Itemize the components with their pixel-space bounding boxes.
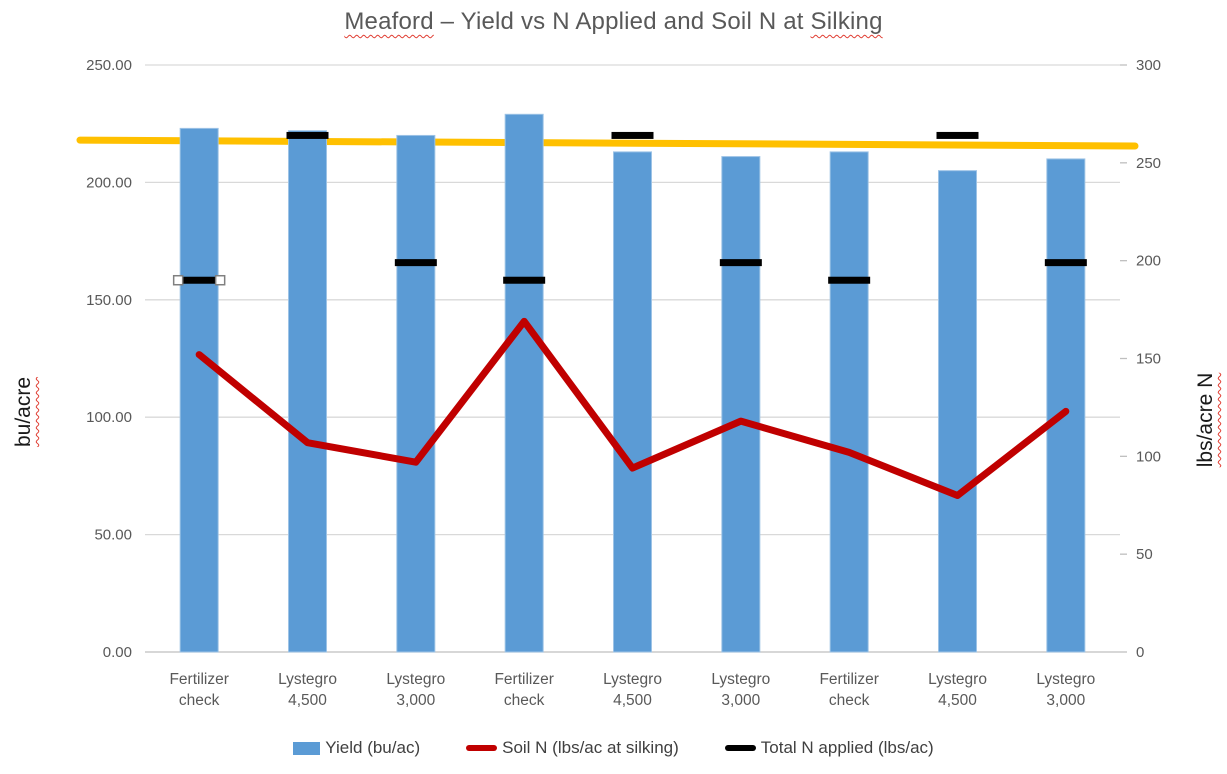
- total-n-applied-dash[interactable]: [178, 276, 221, 284]
- right-axis-tick-label: 150: [1136, 351, 1161, 368]
- left-axis-tick-label: 150.00: [86, 292, 132, 309]
- category-label: 3,000: [1046, 692, 1085, 709]
- left-axis-tick-label: 0.00: [103, 644, 132, 661]
- total-n-applied-dash[interactable]: [611, 131, 654, 139]
- category-label: check: [504, 692, 545, 709]
- chart-title: Meaford – Yield vs N Applied and Soil N …: [0, 8, 1227, 36]
- category-label: Lystegro: [928, 671, 987, 688]
- yield-bar[interactable]: [1046, 158, 1086, 653]
- right-axis-tick-label: 50: [1136, 546, 1153, 563]
- yield-bar[interactable]: [938, 170, 977, 653]
- category-label: check: [829, 692, 870, 709]
- right-axis-tick-label: 250: [1136, 155, 1161, 172]
- yield-bar[interactable]: [829, 151, 869, 653]
- category-label: 4,500: [288, 692, 327, 709]
- total-n-applied-dash[interactable]: [828, 276, 871, 284]
- total-n-applied-dash[interactable]: [719, 259, 762, 267]
- target-reference-line[interactable]: [76, 136, 1139, 150]
- left-axis-tick-label: 50.00: [94, 527, 132, 544]
- chart-legend: Yield (bu/ac) Soil N (lbs/ac at silking) T…: [0, 731, 1227, 765]
- category-label: Lystegro: [603, 671, 662, 688]
- yield-bar[interactable]: [179, 127, 219, 653]
- chart-title-word-meaford: Meaford: [344, 8, 434, 35]
- category-label: Lystegro: [711, 671, 770, 688]
- legend-line-swatch: [466, 745, 498, 751]
- legend-item-yield[interactable]: Yield (bu/ac): [293, 738, 420, 758]
- left-axis-tick-label: 100.00: [86, 409, 132, 426]
- yield-bar[interactable]: [288, 130, 327, 653]
- legend-label: Soil N (lbs/ac at silking): [502, 738, 679, 757]
- legend-label: Yield (bu/ac): [325, 738, 421, 757]
- total-n-applied-dash[interactable]: [394, 259, 437, 267]
- total-n-applied-dash[interactable]: [1044, 259, 1087, 267]
- selection-handle[interactable]: [214, 274, 226, 286]
- soil-n-line[interactable]: [195, 317, 1070, 499]
- right-axis-tick-label: 0: [1136, 644, 1144, 661]
- category-label: 3,000: [721, 692, 760, 709]
- left-axis-tick-label: 200.00: [86, 174, 132, 191]
- left-axis-tick-label: 250.00: [86, 57, 132, 74]
- total-n-applied-dash[interactable]: [286, 131, 329, 139]
- category-label: check: [179, 692, 220, 709]
- right-axis-tick-label: 200: [1136, 253, 1161, 270]
- category-label: Fertilizer: [169, 671, 228, 688]
- category-label: Lystegro: [386, 671, 445, 688]
- category-label: 4,500: [613, 692, 652, 709]
- selection-handle[interactable]: [172, 274, 184, 286]
- category-label: Fertilizer: [819, 671, 878, 688]
- legend-item-soil-n[interactable]: Soil N (lbs/ac at silking): [466, 738, 679, 758]
- total-n-applied-dash[interactable]: [936, 131, 979, 139]
- category-label: 3,000: [396, 692, 435, 709]
- category-label: Lystegro: [1036, 671, 1095, 688]
- chart-title-word-silking: Silking: [810, 8, 883, 35]
- total-n-applied-dash[interactable]: [503, 276, 546, 284]
- right-axis-tick-label: 100: [1136, 448, 1161, 465]
- yield-bar[interactable]: [613, 151, 652, 653]
- category-label: Fertilizer: [494, 671, 553, 688]
- legend-line-swatch: [724, 745, 756, 751]
- chart-title-middle: – Yield vs N Applied and Soil N at: [433, 8, 811, 35]
- legend-item-total-n-applied[interactable]: Total N applied (lbs/ac): [724, 738, 934, 758]
- yield-bar[interactable]: [396, 134, 436, 653]
- legend-label: Total N applied (lbs/ac): [760, 738, 934, 757]
- yield-bar[interactable]: [721, 156, 761, 653]
- legend-bar-swatch: [293, 741, 321, 755]
- category-label: 4,500: [938, 692, 977, 709]
- yield-bar[interactable]: [504, 113, 544, 653]
- category-label: Lystegro: [278, 671, 337, 688]
- right-axis-tick-label: 300: [1136, 57, 1161, 74]
